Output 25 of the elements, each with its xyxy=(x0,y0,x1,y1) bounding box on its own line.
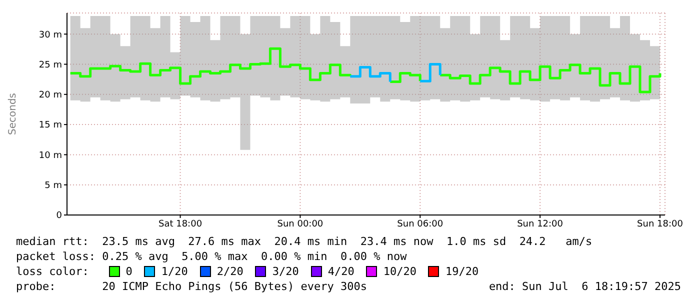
text: end: Sun Jul 6 18:19:57 2025 xyxy=(488,279,681,294)
legend-label: 10/20 xyxy=(382,264,416,279)
text: median rtt: 23.5 ms avg 27.6 ms max 20.4 ms min 23.4 ms now 1.0 ms sd 24.2 am/s xyxy=(16,234,594,249)
legend-label: 4/20 xyxy=(326,264,354,279)
x-tick-label: Sun 12:00 xyxy=(517,219,564,230)
y-tick-label: 5 m xyxy=(44,181,62,192)
legend-label: 19/20 xyxy=(444,264,479,279)
y-tick-label: 0 xyxy=(56,211,62,222)
y-tick-label: 10 m xyxy=(38,150,62,161)
legend-label: 2/20 xyxy=(216,264,244,279)
y-tick-label: 20 m xyxy=(38,90,62,101)
legend-title: loss color: xyxy=(16,264,90,279)
x-tick-label: Sun 06:00 xyxy=(397,219,444,230)
x-tick-label: Sat 18:00 xyxy=(158,219,202,230)
y-axis-title: Seconds xyxy=(8,92,19,136)
text: probe: 20 ICMP Echo Pings (56 Bytes) every 300s xyxy=(16,279,367,294)
y-tick-label: 15 m xyxy=(38,120,62,131)
x-tick-label: Sun 00:00 xyxy=(277,219,324,230)
y-tick-label: 30 m xyxy=(38,30,62,40)
legend-label: 0 xyxy=(124,264,132,279)
legend-label: 1/20 xyxy=(160,264,188,279)
legend-label: 3/20 xyxy=(271,264,299,279)
x-tick-label: Sun 18:00 xyxy=(637,219,684,230)
y-tick-label: 25 m xyxy=(38,60,62,70)
text: packet loss: 0.25 % avg 5.00 % max 0.00 % min 0.00 % now xyxy=(16,249,408,264)
